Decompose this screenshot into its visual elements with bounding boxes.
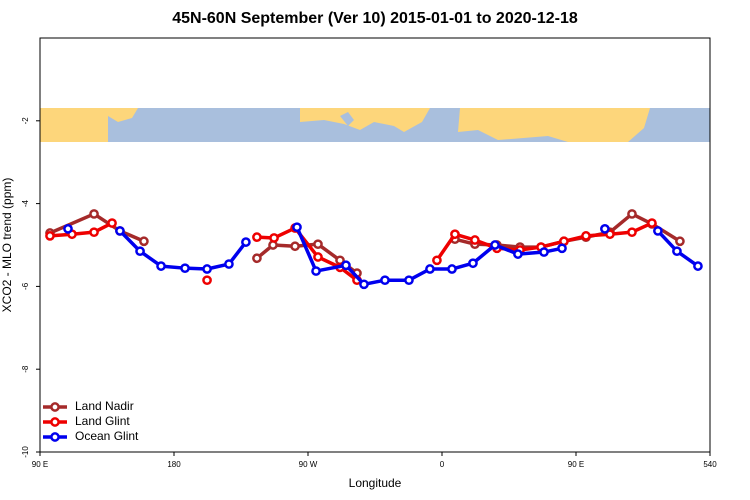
legend-label: Ocean Glint	[75, 429, 139, 443]
data-point	[470, 235, 480, 245]
data-point	[425, 264, 435, 274]
data-point	[139, 236, 149, 247]
data-point	[252, 253, 262, 264]
data-point	[468, 258, 478, 269]
y-axis-label: XCO2 - MLO trend (ppm)	[0, 178, 14, 313]
data-point	[539, 247, 549, 257]
data-point	[107, 218, 117, 228]
data-point	[447, 264, 457, 274]
data-point	[311, 266, 321, 276]
y-tick-label: -10	[21, 446, 30, 458]
map-land	[458, 108, 650, 142]
data-point	[581, 231, 591, 241]
x-tick-label: 90 W	[299, 460, 318, 469]
data-point	[89, 209, 99, 219]
data-point	[513, 249, 523, 259]
data-point	[359, 279, 369, 290]
data-point	[432, 255, 442, 266]
data-point	[557, 243, 567, 254]
x-axis-label: Longitude	[349, 476, 402, 490]
data-point	[647, 218, 657, 228]
data-point	[45, 231, 55, 241]
data-point	[490, 240, 500, 250]
legend-label: Land Nadir	[75, 399, 134, 413]
data-point	[224, 259, 234, 269]
map-land	[108, 108, 138, 122]
plot-frame	[39, 37, 711, 453]
data-point	[341, 260, 351, 271]
x-tick-label: 180	[167, 460, 181, 469]
map-band	[40, 108, 710, 142]
data-point	[89, 227, 99, 238]
y-tick-label: -8	[21, 365, 30, 373]
data-point	[404, 275, 414, 286]
legend-swatch-point	[50, 402, 60, 412]
data-point	[202, 275, 212, 286]
legend-swatch-point	[50, 417, 60, 427]
data-point	[269, 233, 279, 243]
data-point	[450, 229, 460, 240]
y-tick-label: -6	[21, 282, 30, 290]
data-point	[135, 246, 145, 257]
x-tick-label: 540	[703, 460, 717, 469]
legend-label: Land Glint	[75, 414, 130, 428]
data-point	[672, 246, 682, 257]
data-point	[693, 261, 703, 271]
data-point	[63, 224, 73, 234]
y-tick-label: -4	[21, 199, 30, 207]
data-point	[290, 241, 300, 252]
y-tick-label: -2	[21, 117, 30, 125]
data-point	[313, 239, 323, 250]
data-point	[180, 263, 190, 274]
x-tick-label: 90 E	[32, 460, 48, 469]
data-point	[675, 236, 685, 247]
data-point	[653, 226, 663, 236]
x-tick-label: 90 E	[568, 460, 584, 469]
map-ocean	[340, 112, 354, 126]
data-point	[627, 227, 637, 238]
data-point	[202, 264, 212, 274]
data-point	[252, 232, 262, 242]
map-land	[40, 108, 108, 142]
data-point	[380, 275, 390, 286]
data-point	[115, 226, 125, 236]
legend-swatch-point	[50, 432, 60, 442]
data-point	[156, 261, 166, 271]
data-point	[292, 222, 302, 233]
data-point	[627, 209, 637, 219]
chart-title: 45N-60N September (Ver 10) 2015-01-01 to…	[172, 10, 578, 27]
map-land	[300, 108, 430, 132]
data-point	[313, 252, 323, 262]
data-point	[600, 224, 610, 234]
data-point	[241, 237, 251, 247]
x-tick-label: 0	[440, 460, 445, 469]
